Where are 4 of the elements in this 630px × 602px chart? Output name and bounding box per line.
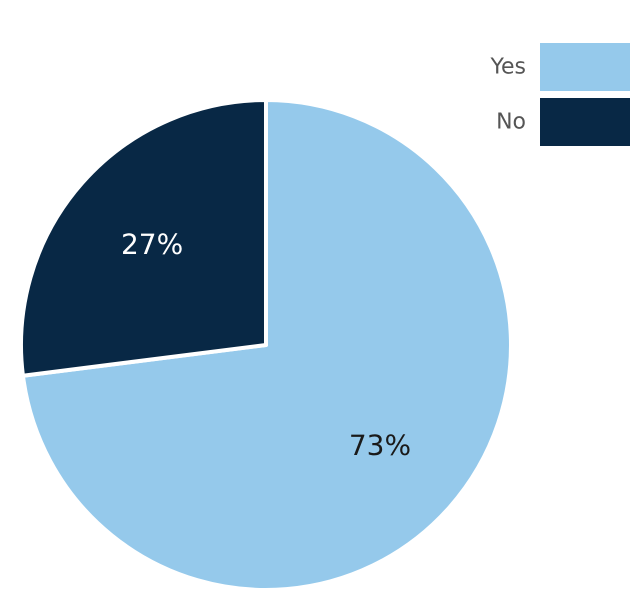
data-label: 73% (348, 428, 412, 462)
legend-label: No (496, 110, 526, 134)
legend-label: Yes (489, 54, 526, 80)
data-label: 27% (120, 228, 184, 262)
